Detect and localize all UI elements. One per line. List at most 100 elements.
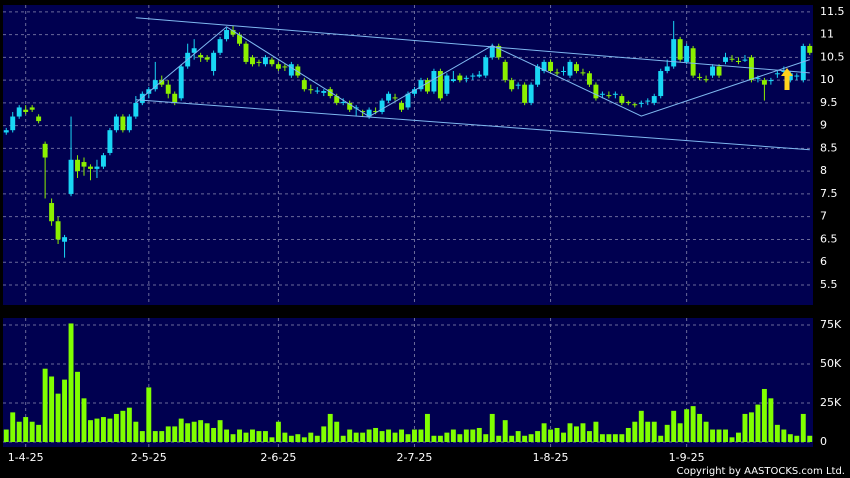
candle-body: [483, 57, 489, 76]
candle-body: [373, 111, 379, 113]
trend-line: [135, 99, 810, 151]
candle-body: [677, 39, 683, 60]
volume-bar: [586, 431, 592, 443]
candle-body: [204, 57, 210, 60]
candle-body: [152, 80, 158, 90]
candle-body: [178, 66, 184, 99]
volume-bar: [690, 406, 696, 443]
volume-bar: [496, 435, 502, 443]
volume-bar: [742, 413, 748, 443]
y-tick-label: 7.5: [820, 187, 838, 200]
volume-bar: [606, 434, 612, 443]
volume-bar: [282, 432, 288, 443]
volume-bar: [774, 424, 780, 443]
y-tick-label: 8: [820, 164, 827, 177]
candle-body: [787, 73, 793, 81]
volume-bar: [36, 424, 42, 443]
candle-body: [807, 45, 813, 53]
volume-bar: [716, 429, 722, 443]
volume-bar: [781, 429, 787, 443]
volume-bar: [165, 426, 171, 443]
candle-body: [347, 102, 353, 110]
candle-body: [748, 57, 754, 81]
volume-bar: [593, 421, 599, 443]
y-tick-label: 7: [820, 210, 827, 223]
candle-body: [295, 66, 301, 76]
volume-bar: [262, 431, 268, 443]
candle-body: [107, 130, 113, 153]
volume-bar: [321, 426, 327, 443]
candle-body: [10, 116, 16, 131]
candle-body: [457, 75, 463, 81]
candle-body: [172, 93, 178, 103]
volume-bar: [373, 427, 379, 443]
volume-bar: [256, 431, 262, 443]
volume-bar: [509, 435, 515, 443]
candle-body: [211, 52, 217, 72]
volume-bar: [697, 413, 703, 443]
candle-body: [580, 72, 586, 74]
candle-body: [36, 116, 42, 122]
candle-body: [489, 45, 495, 58]
y-tick-label: 10: [820, 73, 834, 86]
candle-body: [314, 90, 320, 92]
volume-bar: [100, 417, 106, 443]
candle-body: [198, 55, 204, 58]
candle-body: [761, 80, 767, 85]
candle-body: [535, 66, 541, 85]
volume-bar: [807, 435, 813, 443]
candle-body: [262, 57, 268, 65]
y-tick-label: 6.5: [820, 232, 838, 245]
candle-body: [250, 57, 255, 65]
candle-body: [548, 61, 554, 72]
volume-bar: [528, 434, 534, 443]
candle-body: [470, 75, 476, 77]
volume-bar: [567, 423, 573, 443]
candle-body: [88, 166, 93, 169]
candle-body: [522, 84, 528, 103]
volume-bar: [444, 432, 450, 443]
volume-bar: [16, 421, 22, 443]
volume-bar: [94, 418, 100, 443]
volume-bar: [548, 429, 554, 443]
volume-bar: [386, 429, 392, 443]
candle-body: [723, 57, 728, 62]
volume-bar: [308, 432, 314, 443]
volume-bar: [366, 429, 372, 443]
volume-bar: [561, 432, 566, 443]
volume-bar: [489, 413, 495, 443]
signal-arrow: [781, 68, 793, 90]
y-tick-label: 0: [820, 435, 827, 448]
volume-bar: [81, 398, 87, 443]
volume-bar: [748, 412, 754, 443]
volume-bar: [619, 434, 625, 443]
volume-bar: [178, 418, 184, 443]
volume-bar: [677, 423, 683, 443]
candle-body: [768, 80, 774, 82]
volume-bar: [761, 388, 767, 443]
candle-body: [81, 162, 87, 167]
volume-bar: [483, 434, 489, 443]
candle-body: [418, 80, 424, 90]
volume-bar: [463, 429, 469, 443]
candle-body: [528, 84, 534, 103]
volume-bar: [755, 404, 761, 443]
candle-body: [334, 96, 340, 103]
candle-body: [599, 93, 605, 95]
volume-bar: [457, 434, 463, 443]
candle-body: [703, 79, 709, 81]
volume-bar: [710, 429, 716, 443]
candle-body: [774, 73, 780, 75]
volume-bar: [29, 421, 35, 443]
candle-body: [509, 80, 515, 90]
candle-body: [100, 155, 106, 167]
candle-body: [29, 107, 35, 110]
volume-bar: [412, 429, 417, 443]
volume-bar: [599, 434, 605, 443]
y-tick-label: 9.5: [820, 96, 838, 109]
x-tick-label: 2-7-25: [397, 451, 433, 464]
candle-body: [399, 102, 404, 110]
volume-bar: [42, 368, 48, 443]
candle-body: [612, 93, 618, 95]
x-tick-label: 1-9-25: [669, 451, 705, 464]
